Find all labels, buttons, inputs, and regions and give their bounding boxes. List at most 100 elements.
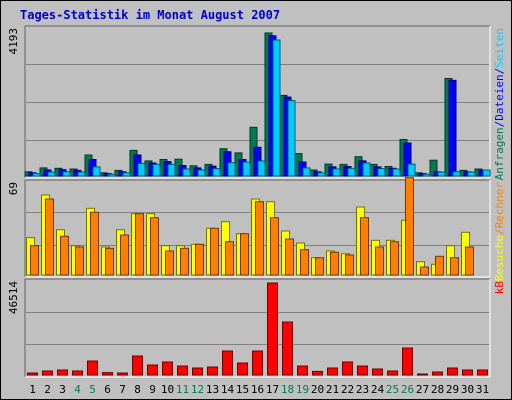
legend-entry: / [493,68,506,75]
bar-seiten-day-24 [377,168,386,177]
bar-seiten-day-29 [452,171,461,177]
x-tick-label-day-22: 22 [341,383,354,396]
x-tick-label-day-13: 13 [206,383,219,396]
bar-seiten-day-21 [332,168,341,177]
bar-kb-day-23 [357,365,368,376]
legend-entry: Anfragen [493,127,506,180]
bar-seiten-day-6 [107,173,116,177]
legend-entry: Besuche [493,235,506,281]
x-tick-label-day-2: 2 [44,383,51,396]
bar-rechner-day-21 [330,251,339,276]
x-tick-label-day-20: 20 [311,383,324,396]
bar-seiten-day-31 [482,169,491,177]
bar-rechner-day-16 [255,201,264,276]
bar-kb-day-26 [402,347,413,376]
bar-seiten-day-20 [317,172,326,177]
x-tick-label-day-14: 14 [221,383,235,396]
legend-entry: / [493,121,506,128]
panel-top-max-label: 4193 [7,28,20,55]
bar-rechner-day-1 [30,245,39,276]
x-tick-label-day-19: 19 [296,383,309,396]
x-tick-label-day-5: 5 [89,383,96,396]
legend-entry: Dateien [493,74,506,120]
bar-seiten-day-28 [437,171,446,177]
x-tick-label-day-9: 9 [149,383,156,396]
bar-seiten-day-15 [242,161,251,177]
bar-rechner-day-20 [315,257,324,276]
bar-rechner-day-8 [135,213,144,276]
bar-kb-day-8 [132,355,143,376]
bar-kb-day-12 [192,367,203,376]
bar-kb-day-14 [222,350,233,376]
bar-rechner-day-29 [450,257,459,276]
bar-kb-day-2 [42,370,53,376]
bar-seiten-day-16 [257,160,266,177]
x-tick-label-day-8: 8 [134,383,141,396]
x-tick-label-day-15: 15 [236,383,249,396]
bar-seiten-day-12 [197,169,206,177]
bar-rechner-day-24 [375,246,384,276]
bar-rechner-day-7 [120,234,129,276]
bar-kb-day-22 [342,361,353,376]
bar-rechner-day-14 [225,241,234,276]
bar-kb-day-25 [387,370,398,376]
x-tick-label-day-11: 11 [176,383,189,396]
bar-dateien-day-29 [448,79,457,177]
bar-kb-day-21 [327,367,338,376]
bar-rechner-day-18 [285,238,294,276]
x-tick-label-day-16: 16 [251,383,264,396]
bar-kb-day-3 [57,369,68,376]
bar-seiten-day-18 [287,100,296,177]
legend-entry: Seiten [493,28,506,68]
bar-seiten-day-25 [392,168,401,177]
bar-kb-day-24 [372,368,383,376]
bar-kb-day-7 [117,372,128,376]
x-tick-label-day-30: 30 [461,383,474,396]
panel-bottom-max-label: 46514 [7,281,20,314]
bar-kb-day-5 [87,360,98,376]
bar-seiten-day-10 [167,163,176,177]
bar-seiten-day-22 [347,167,356,177]
x-tick-label-day-23: 23 [356,383,369,396]
bar-rechner-day-25 [390,241,399,276]
x-tick-label-day-6: 6 [104,383,111,396]
bar-rechner-day-6 [105,247,114,276]
bar-rechner-day-9 [150,217,159,276]
bar-rechner-day-12 [195,243,204,276]
panel-middle-legend: Besuche/Rechner [493,182,506,282]
bar-rechner-day-30 [465,246,474,276]
bar-seiten-day-5 [92,166,101,177]
bar-seiten-day-11 [182,168,191,177]
panel-middle-max-label: 69 [7,182,20,195]
bar-seiten-day-2 [47,171,56,177]
bar-rechner-day-2 [45,198,54,276]
bar-rechner-day-13 [210,227,219,276]
bar-seiten-day-1 [32,173,41,177]
bar-rechner-day-11 [180,247,189,276]
bar-kb-day-15 [237,362,248,376]
x-tick-label-day-4: 4 [74,383,81,396]
bar-rechner-day-5 [90,211,99,276]
x-tick-label-day-24: 24 [371,383,385,396]
panel-top-legend: Anfragen/Dateien/Seiten [493,28,506,180]
bar-rechner-day-19 [300,249,309,276]
bar-kb-day-13 [207,366,218,376]
bar-kb-day-4 [72,370,83,376]
bar-rechner-day-23 [360,217,369,276]
bar-kb-day-19 [297,365,308,376]
bar-rechner-day-10 [165,250,174,276]
bar-rechner-day-15 [240,233,249,276]
bar-seiten-day-26 [407,163,416,177]
bar-kb-day-20 [312,370,323,376]
bar-seiten-day-8 [137,162,146,177]
bar-rechner-day-28 [435,255,444,276]
bar-kb-day-6 [102,372,113,376]
x-tick-label-day-1: 1 [29,383,36,396]
bar-seiten-day-30 [467,171,476,177]
bar-rechner-day-22 [345,254,354,276]
x-tick-label-day-10: 10 [161,383,174,396]
bar-seiten-day-14 [227,162,236,177]
x-tick-label-day-31: 31 [476,383,489,396]
panel-bottom-legend: kB [493,281,506,295]
x-tick-label-day-12: 12 [191,383,204,396]
